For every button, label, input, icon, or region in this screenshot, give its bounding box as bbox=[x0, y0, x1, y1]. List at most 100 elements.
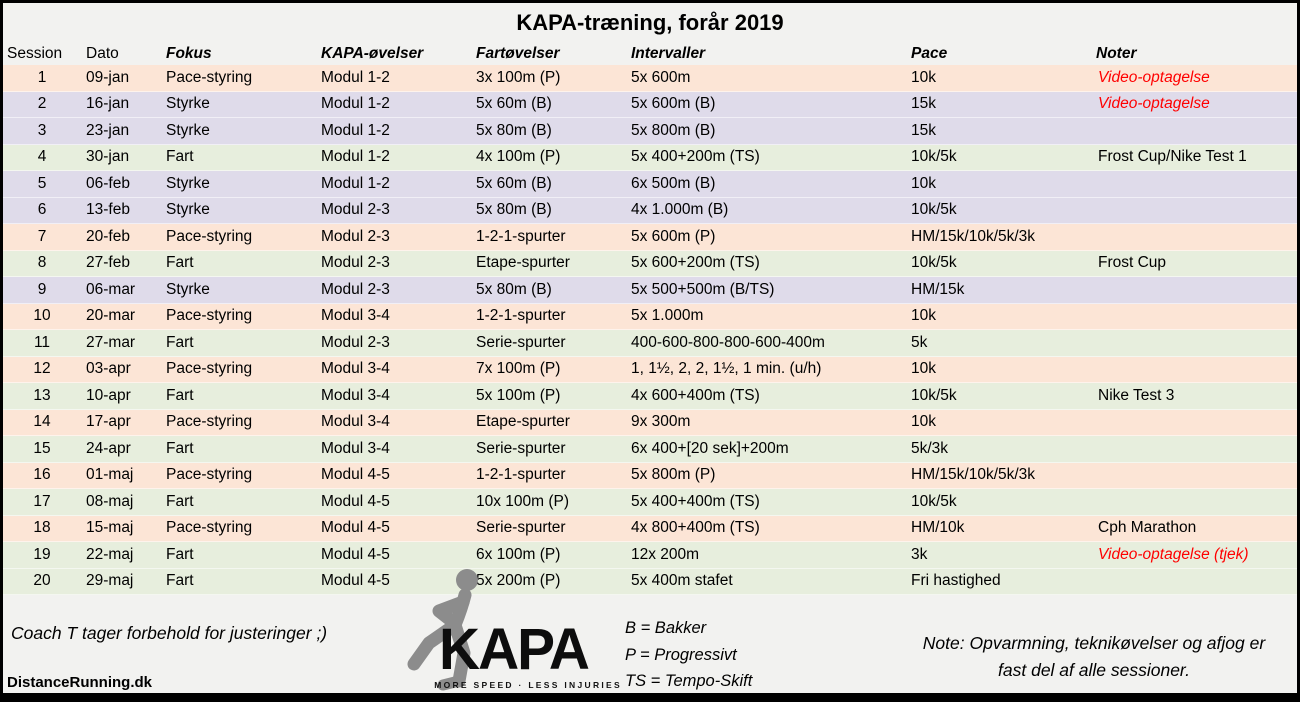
cell-noter: Frost Cup bbox=[1098, 254, 1167, 272]
cell-pace: HM/15k bbox=[911, 280, 965, 298]
cell-session: 16 bbox=[33, 466, 51, 484]
cell-intervaller: 4x 800+400m (TS) bbox=[631, 519, 760, 537]
col-header-pace: Pace bbox=[911, 44, 948, 62]
col-header-fartovelser: Fartøvelser bbox=[476, 44, 560, 62]
cell-pace: 5k bbox=[911, 333, 928, 351]
cell-kapa-ovelser: Modul 1-2 bbox=[321, 95, 390, 113]
cell-fokus: Fart bbox=[166, 386, 194, 404]
cell-kapa-ovelser: Modul 2-3 bbox=[321, 280, 390, 298]
table-row: 1 09-jan Pace-styring Modul 1-2 3x 100m … bbox=[3, 65, 1297, 92]
cell-dato: 29-maj bbox=[86, 572, 134, 590]
cell-dato: 13-feb bbox=[86, 201, 130, 219]
cell-session: 15 bbox=[33, 439, 51, 457]
cell-kapa-ovelser: Modul 3-4 bbox=[321, 439, 390, 457]
cell-dato: 03-apr bbox=[86, 360, 131, 378]
cell-fartovelser: Etape-spurter bbox=[476, 413, 570, 431]
col-header-kapa-ovelser: KAPA-øvelser bbox=[321, 44, 424, 62]
cell-noter: Video-optagelse bbox=[1098, 95, 1210, 113]
cell-intervaller: 4x 600+400m (TS) bbox=[631, 386, 760, 404]
cell-kapa-ovelser: Modul 4-5 bbox=[321, 545, 390, 563]
cell-fartovelser: 5x 60m (B) bbox=[476, 174, 552, 192]
cell-dato: 01-maj bbox=[86, 466, 134, 484]
kapa-logo: KAPA MORE SPEED · LESS INJURIES bbox=[401, 567, 626, 693]
cell-pace: Fri hastighed bbox=[911, 572, 1001, 590]
cell-noter: Video-optagelse bbox=[1098, 68, 1210, 86]
cell-pace: 10k/5k bbox=[911, 148, 957, 166]
col-header-dato: Dato bbox=[86, 44, 119, 62]
cell-kapa-ovelser: Modul 3-4 bbox=[321, 360, 390, 378]
cell-kapa-ovelser: Modul 4-5 bbox=[321, 466, 390, 484]
legend-item-ts: TS = Tempo-Skift bbox=[625, 672, 753, 690]
cell-dato: 06-mar bbox=[86, 280, 136, 298]
table-row: 2 16-jan Styrke Modul 1-2 5x 60m (B) 5x … bbox=[3, 91, 1297, 118]
cell-fartovelser: Serie-spurter bbox=[476, 519, 566, 537]
cell-kapa-ovelser: Modul 2-3 bbox=[321, 254, 390, 272]
cell-noter: Nike Test 3 bbox=[1098, 386, 1175, 404]
cell-session: 8 bbox=[37, 254, 47, 272]
cell-fartovelser: Serie-spurter bbox=[476, 439, 566, 457]
cell-dato: 20-mar bbox=[86, 307, 136, 325]
cell-fokus: Styrke bbox=[166, 174, 210, 192]
table-row: 6 13-feb Styrke Modul 2-3 5x 80m (B) 4x … bbox=[3, 197, 1297, 224]
cell-intervaller: 5x 600m (B) bbox=[631, 95, 716, 113]
cell-fartovelser: 5x 60m (B) bbox=[476, 95, 552, 113]
cell-kapa-ovelser: Modul 3-4 bbox=[321, 307, 390, 325]
cell-fokus: Pace-styring bbox=[166, 413, 253, 431]
cell-session: 9 bbox=[37, 280, 47, 298]
runner-silhouette-icon bbox=[407, 569, 478, 691]
cell-intervaller: 6x 400+[20 sek]+200m bbox=[631, 439, 789, 457]
cell-kapa-ovelser: Modul 1-2 bbox=[321, 174, 390, 192]
cell-fartovelser: 1-2-1-spurter bbox=[476, 307, 566, 325]
cell-intervaller: 5x 600+200m (TS) bbox=[631, 254, 760, 272]
table-row: 18 15-maj Pace-styring Modul 4-5 Serie-s… bbox=[3, 515, 1297, 542]
cell-pace: 10k bbox=[911, 413, 936, 431]
table-header: Session Dato Fokus KAPA-øvelser Fartøvel… bbox=[3, 42, 1297, 65]
cell-noter: Cph Marathon bbox=[1098, 519, 1197, 537]
cell-intervaller: 5x 400+200m (TS) bbox=[631, 148, 760, 166]
cell-fartovelser: 5x 80m (B) bbox=[476, 121, 552, 139]
cell-session: 14 bbox=[33, 413, 51, 431]
cell-session: 10 bbox=[33, 307, 51, 325]
cell-dato: 06-feb bbox=[86, 174, 130, 192]
cell-kapa-ovelser: Modul 2-3 bbox=[321, 201, 390, 219]
cell-dato: 22-maj bbox=[86, 545, 134, 563]
cell-kapa-ovelser: Modul 3-4 bbox=[321, 413, 390, 431]
cell-fokus: Pace-styring bbox=[166, 360, 253, 378]
table-row: 19 22-maj Fart Modul 4-5 6x 100m (P) 12x… bbox=[3, 542, 1297, 569]
table-rows: 1 09-jan Pace-styring Modul 1-2 3x 100m … bbox=[3, 65, 1297, 595]
cell-fartovelser: 4x 100m (P) bbox=[476, 148, 561, 166]
cell-intervaller: 5x 600m (P) bbox=[631, 227, 716, 245]
general-note-line1: Note: Opvarmning, teknikøvelser og afjog… bbox=[922, 633, 1266, 653]
cell-dato: 15-maj bbox=[86, 519, 134, 537]
cell-fokus: Fart bbox=[166, 254, 194, 272]
cell-pace: 10k bbox=[911, 174, 936, 192]
cell-fartovelser: 3x 100m (P) bbox=[476, 68, 561, 86]
cell-fokus: Pace-styring bbox=[166, 466, 253, 484]
cell-fokus: Styrke bbox=[166, 95, 210, 113]
cell-fartovelser: 5x 200m (P) bbox=[476, 572, 561, 590]
cell-session: 6 bbox=[37, 201, 47, 219]
cell-pace: HM/10k bbox=[911, 519, 965, 537]
cell-intervaller: 5x 1.000m bbox=[631, 307, 704, 325]
cell-session: 4 bbox=[37, 148, 47, 166]
cell-kapa-ovelser: Modul 1-2 bbox=[321, 121, 390, 139]
cell-fokus: Fart bbox=[166, 492, 194, 510]
cell-fartovelser: Serie-spurter bbox=[476, 333, 566, 351]
cell-dato: 08-maj bbox=[86, 492, 134, 510]
cell-dato: 23-jan bbox=[86, 121, 130, 139]
table-row: 14 17-apr Pace-styring Modul 3-4 Etape-s… bbox=[3, 409, 1297, 436]
table-row: 7 20-feb Pace-styring Modul 2-3 1-2-1-sp… bbox=[3, 224, 1297, 251]
cell-dato: 16-jan bbox=[86, 95, 130, 113]
cell-session: 7 bbox=[37, 227, 47, 245]
cell-intervaller: 5x 400+400m (TS) bbox=[631, 492, 760, 510]
cell-pace: 15k bbox=[911, 95, 936, 113]
cell-fokus: Fart bbox=[166, 572, 194, 590]
cell-fokus: Pace-styring bbox=[166, 307, 253, 325]
cell-fokus: Pace-styring bbox=[166, 227, 253, 245]
table-row: 13 10-apr Fart Modul 3-4 5x 100m (P) 4x … bbox=[3, 383, 1297, 410]
logo-wordmark: KAPA bbox=[438, 617, 590, 682]
cell-intervaller: 6x 500m (B) bbox=[631, 174, 716, 192]
cell-session: 17 bbox=[33, 492, 51, 510]
cell-session: 2 bbox=[37, 95, 47, 113]
